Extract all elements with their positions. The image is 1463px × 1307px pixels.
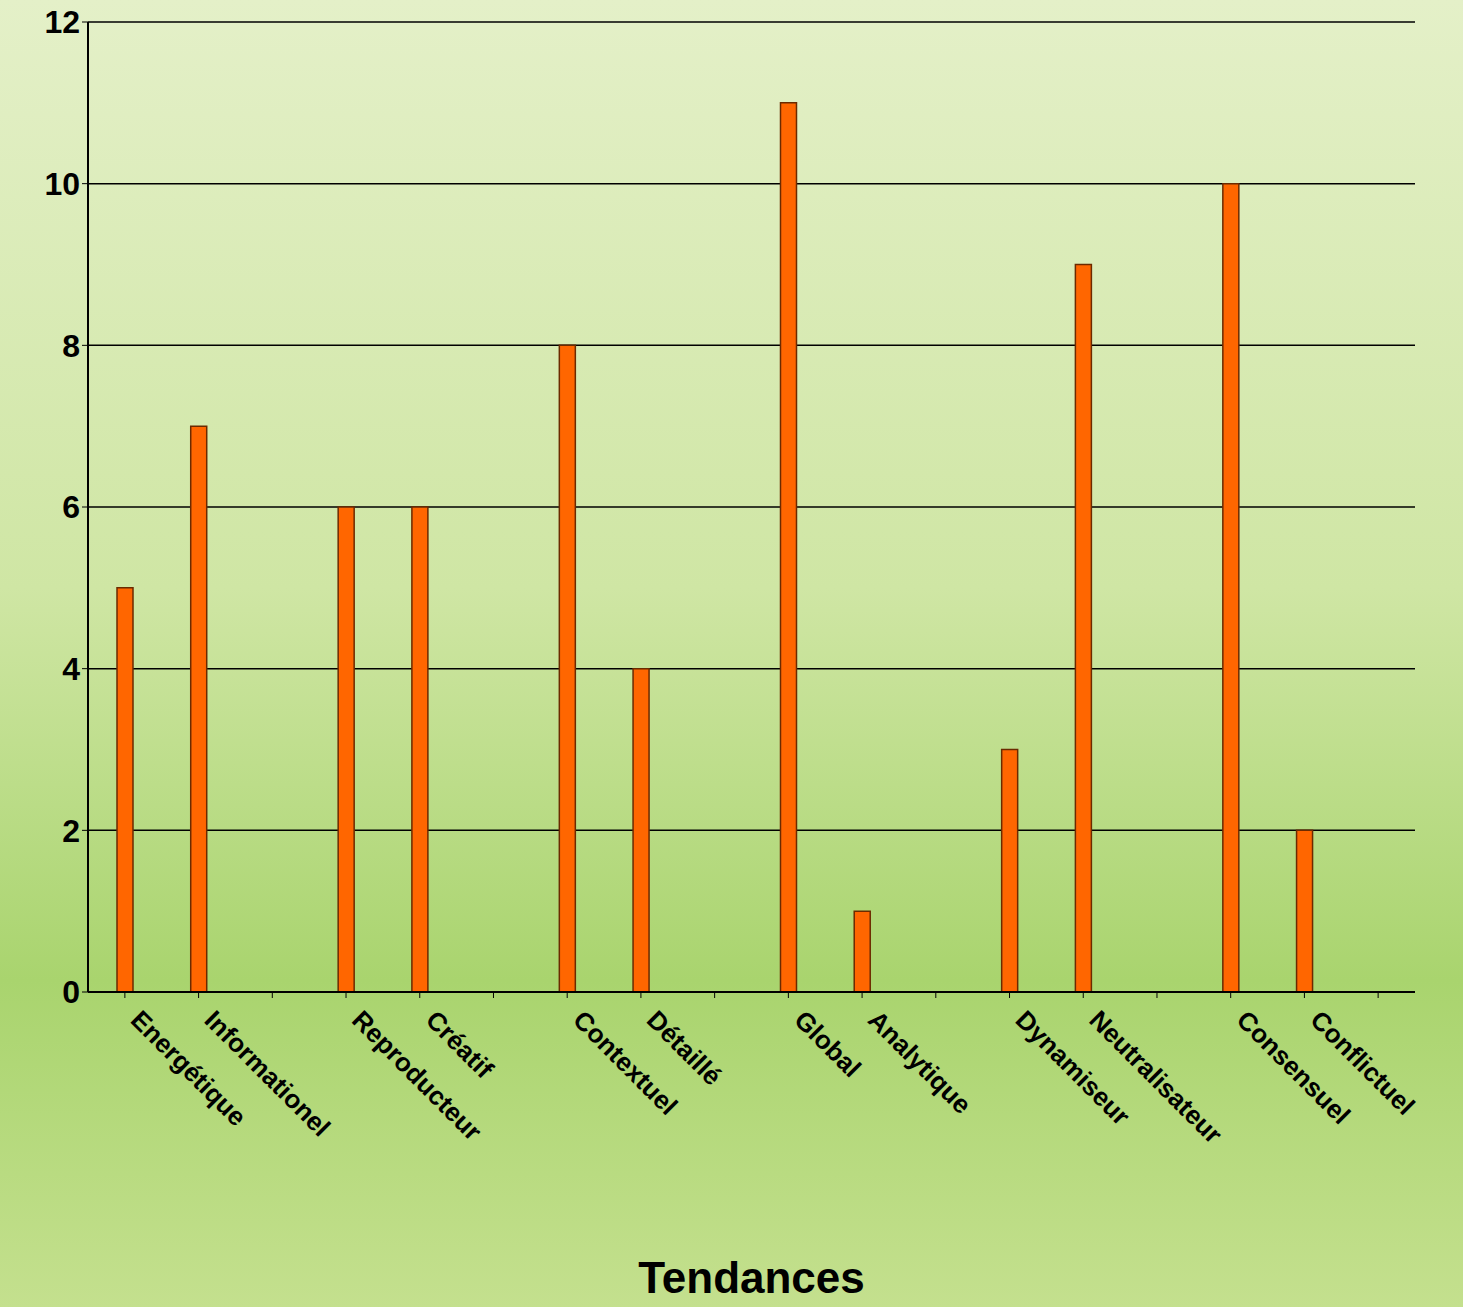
svg-text:Conflictuel: Conflictuel xyxy=(1305,1005,1421,1121)
svg-text:2: 2 xyxy=(62,813,80,849)
svg-text:Détaillé: Détaillé xyxy=(641,1005,728,1092)
svg-text:Tendances: Tendances xyxy=(638,1253,865,1302)
svg-text:10: 10 xyxy=(44,166,80,202)
svg-text:8: 8 xyxy=(62,328,80,364)
svg-text:0: 0 xyxy=(62,974,80,1010)
svg-text:Analytique: Analytique xyxy=(862,1005,977,1120)
svg-text:Créatif: Créatif xyxy=(420,1005,500,1085)
svg-text:Reproducteur: Reproducteur xyxy=(346,1005,488,1147)
svg-text:12: 12 xyxy=(44,4,80,40)
svg-text:Dynamiseur: Dynamiseur xyxy=(1009,1004,1137,1132)
svg-text:Energétique: Energétique xyxy=(125,1004,253,1133)
svg-text:Global: Global xyxy=(789,1005,867,1083)
svg-text:Contextuel: Contextuel xyxy=(567,1004,684,1121)
svg-text:4: 4 xyxy=(62,651,80,687)
svg-text:Informationel: Informationel xyxy=(199,1005,337,1143)
svg-text:6: 6 xyxy=(62,489,80,525)
svg-text:Consensuel: Consensuel xyxy=(1230,1004,1357,1130)
svg-text:Neutralisateur: Neutralisateur xyxy=(1083,1005,1228,1150)
